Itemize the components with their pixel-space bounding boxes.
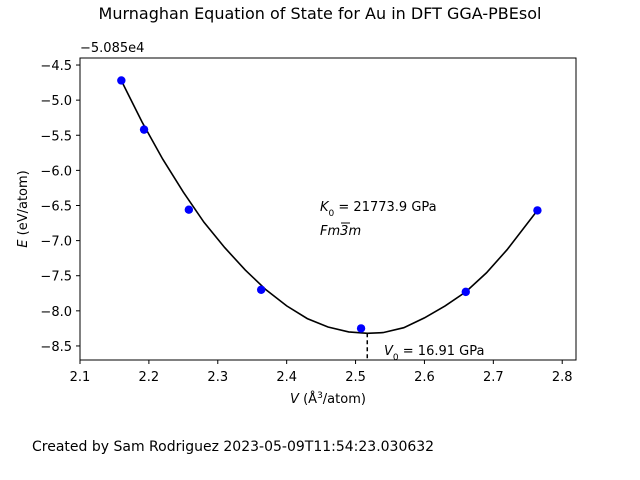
chart-title: Murnaghan Equation of State for Au in DF… [98, 4, 542, 23]
x-tick-label: 2.1 [70, 370, 91, 385]
footer-credit: Created by Sam Rodriguez 2023-05-09T11:5… [32, 439, 435, 455]
x-tick-label: 2.3 [207, 370, 228, 385]
y-tick-label: −6.0 [40, 164, 72, 179]
y-tick-label: −7.0 [40, 235, 72, 250]
plot-frame [79, 57, 577, 361]
data-point [139, 125, 149, 134]
data-point [117, 76, 126, 85]
murnaghan-fit-curve [120, 80, 539, 335]
y-tick-label: −8.5 [40, 340, 72, 355]
x-tick-label: 2.2 [139, 370, 160, 385]
x-tick-label: 2.4 [276, 370, 297, 385]
v0-annotation: V0 = 16.91 GPa [384, 344, 484, 363]
bulk-modulus-annotation: K0 = 21773.9 GPa [320, 200, 437, 219]
svg-text:Fm3m: Fm3m [320, 224, 361, 239]
space-group-annotation: Fm3m [320, 222, 361, 239]
x-tick-label: 2.8 [552, 370, 573, 385]
x-tick-label: 2.6 [414, 370, 435, 385]
y-tick-label: −7.5 [40, 270, 72, 285]
y-tick-label: −5.0 [40, 94, 72, 109]
data-point [356, 324, 366, 333]
y-tick-label: −4.5 [40, 59, 72, 74]
x-tick-label: 2.7 [483, 370, 504, 385]
data-point [256, 285, 266, 294]
y-tick-label: −8.0 [40, 305, 72, 320]
y-tick-label: −5.5 [40, 129, 72, 144]
x-axis-label: V (Å3/atom) [290, 391, 366, 407]
data-point [461, 287, 470, 297]
y-axis-label: E (eV/atom) [16, 170, 31, 247]
y-offset-text: −5.085e4 [80, 41, 144, 56]
data-point [533, 206, 542, 215]
x-tick-label: 2.5 [345, 370, 366, 385]
data-point [184, 205, 194, 214]
y-tick-label: −6.5 [40, 199, 72, 214]
